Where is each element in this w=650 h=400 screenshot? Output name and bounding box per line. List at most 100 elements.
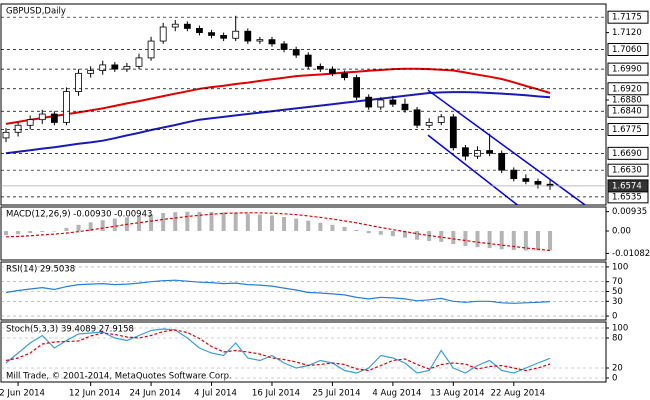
histogram-bar [100,220,105,232]
candle-body [171,23,179,28]
histogram-bar [499,231,504,250]
histogram-bar [523,231,528,251]
candle-body [208,32,215,36]
level-box [607,10,649,24]
candle-body [111,64,119,70]
y-tick-label: 30 [612,297,623,307]
y-tick-label: 80 [612,334,623,344]
candle-body [534,181,542,185]
histogram-bar [161,213,166,232]
histogram-bar [245,213,250,232]
histogram-bar [40,231,45,233]
series-line [5,91,551,155]
level-label: 1.7175 [612,13,642,23]
histogram-bar [112,218,117,232]
candle-body [341,72,348,78]
panel-title: Stoch(5,3,3) 39.4089 27.9158 [6,325,134,335]
histogram-bar [451,231,456,245]
candle-body [159,26,167,42]
histogram-bar [487,231,492,248]
candle-body [244,30,252,42]
level-label: 1.6690 [612,149,642,159]
candle-body [256,39,264,42]
candle-body [462,147,469,157]
x-tick-label: 22 Aug 2014 [491,389,545,399]
y-tick-label: 0.00935 [612,207,647,217]
histogram-bar [149,214,154,232]
histogram-bar [439,231,444,242]
histogram-bar [366,231,371,234]
histogram-bar [4,231,8,236]
series-line [5,329,551,372]
histogram-bar [511,231,516,251]
candle-body [316,65,324,70]
plot-area [2,15,586,205]
histogram-bar [52,231,57,232]
y-tick-label: 50 [612,287,623,297]
level-label: 1.6630 [612,166,642,176]
histogram-bar [233,212,238,232]
candle-body [38,113,46,121]
candle-body [220,35,228,39]
candle-body [63,91,70,123]
panel-title: GBPUSD,Daily [6,7,66,17]
candle-body [401,103,409,111]
histogram-bar [548,231,553,251]
level-box [607,146,649,160]
candle-body [498,152,506,171]
histogram-bar [342,226,347,232]
histogram-bar [282,216,287,232]
current-price-box [607,179,649,193]
histogram-bar [185,211,190,232]
x-tick-label: 2 Jun 2014 [0,389,45,399]
histogram-bar [76,224,81,232]
histogram-bar [390,231,395,237]
y-tick-label: 0 [612,374,617,384]
panel-title: RSI(14) 29.5038 [6,265,75,275]
y-tick-label: 70 [612,277,623,287]
histogram-bar [269,215,274,232]
x-tick-label: 12 Jun 2014 [69,389,120,399]
y-tick-label: 20 [612,364,623,374]
level-box [607,82,649,96]
x-tick-label: 16 Jul 2014 [252,389,300,399]
histogram-bar [88,222,93,232]
candle-body [449,116,457,149]
candle-body [26,119,34,126]
histogram-bar [463,231,468,246]
histogram-bar [173,212,178,232]
candle-body [2,131,10,139]
histogram-bar [294,218,299,232]
level-box [607,42,649,56]
y-tick-label: 100 [612,262,628,272]
candle-body [510,169,518,180]
series-line [5,279,551,304]
level-box [607,104,649,118]
candle-body [232,30,240,39]
candle-body [280,43,288,50]
candle-body [292,49,300,56]
histogram-bar [136,216,141,232]
candle-body [123,65,131,70]
x-tick-label: 25 Jul 2014 [312,389,360,399]
level-label: 1.6920 [612,84,642,94]
candle-body [389,99,397,105]
current-price-label: 1.6574 [612,181,642,191]
candle-body [377,99,385,108]
y-tick-label: 0 [612,312,617,322]
channel-line [427,134,518,205]
histogram-bar [330,224,335,232]
histogram-bar [415,231,420,240]
candle-body [365,96,373,108]
histogram-bar [318,222,323,232]
candle-body [437,116,445,123]
histogram-bar [475,231,480,248]
candle-body [329,68,336,74]
footer: Mill Trade, © 2001-2014, MetaQuotes Soft… [6,372,232,382]
candle-body [413,109,421,126]
level-label: 1.6775 [612,125,642,135]
candle-body [353,77,361,98]
y-tick-label: 100 [612,324,628,334]
candle-body [486,150,494,154]
